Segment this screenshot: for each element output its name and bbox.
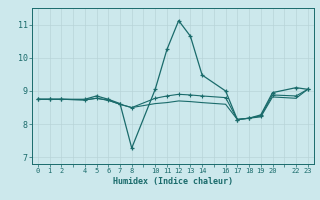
X-axis label: Humidex (Indice chaleur): Humidex (Indice chaleur) bbox=[113, 177, 233, 186]
